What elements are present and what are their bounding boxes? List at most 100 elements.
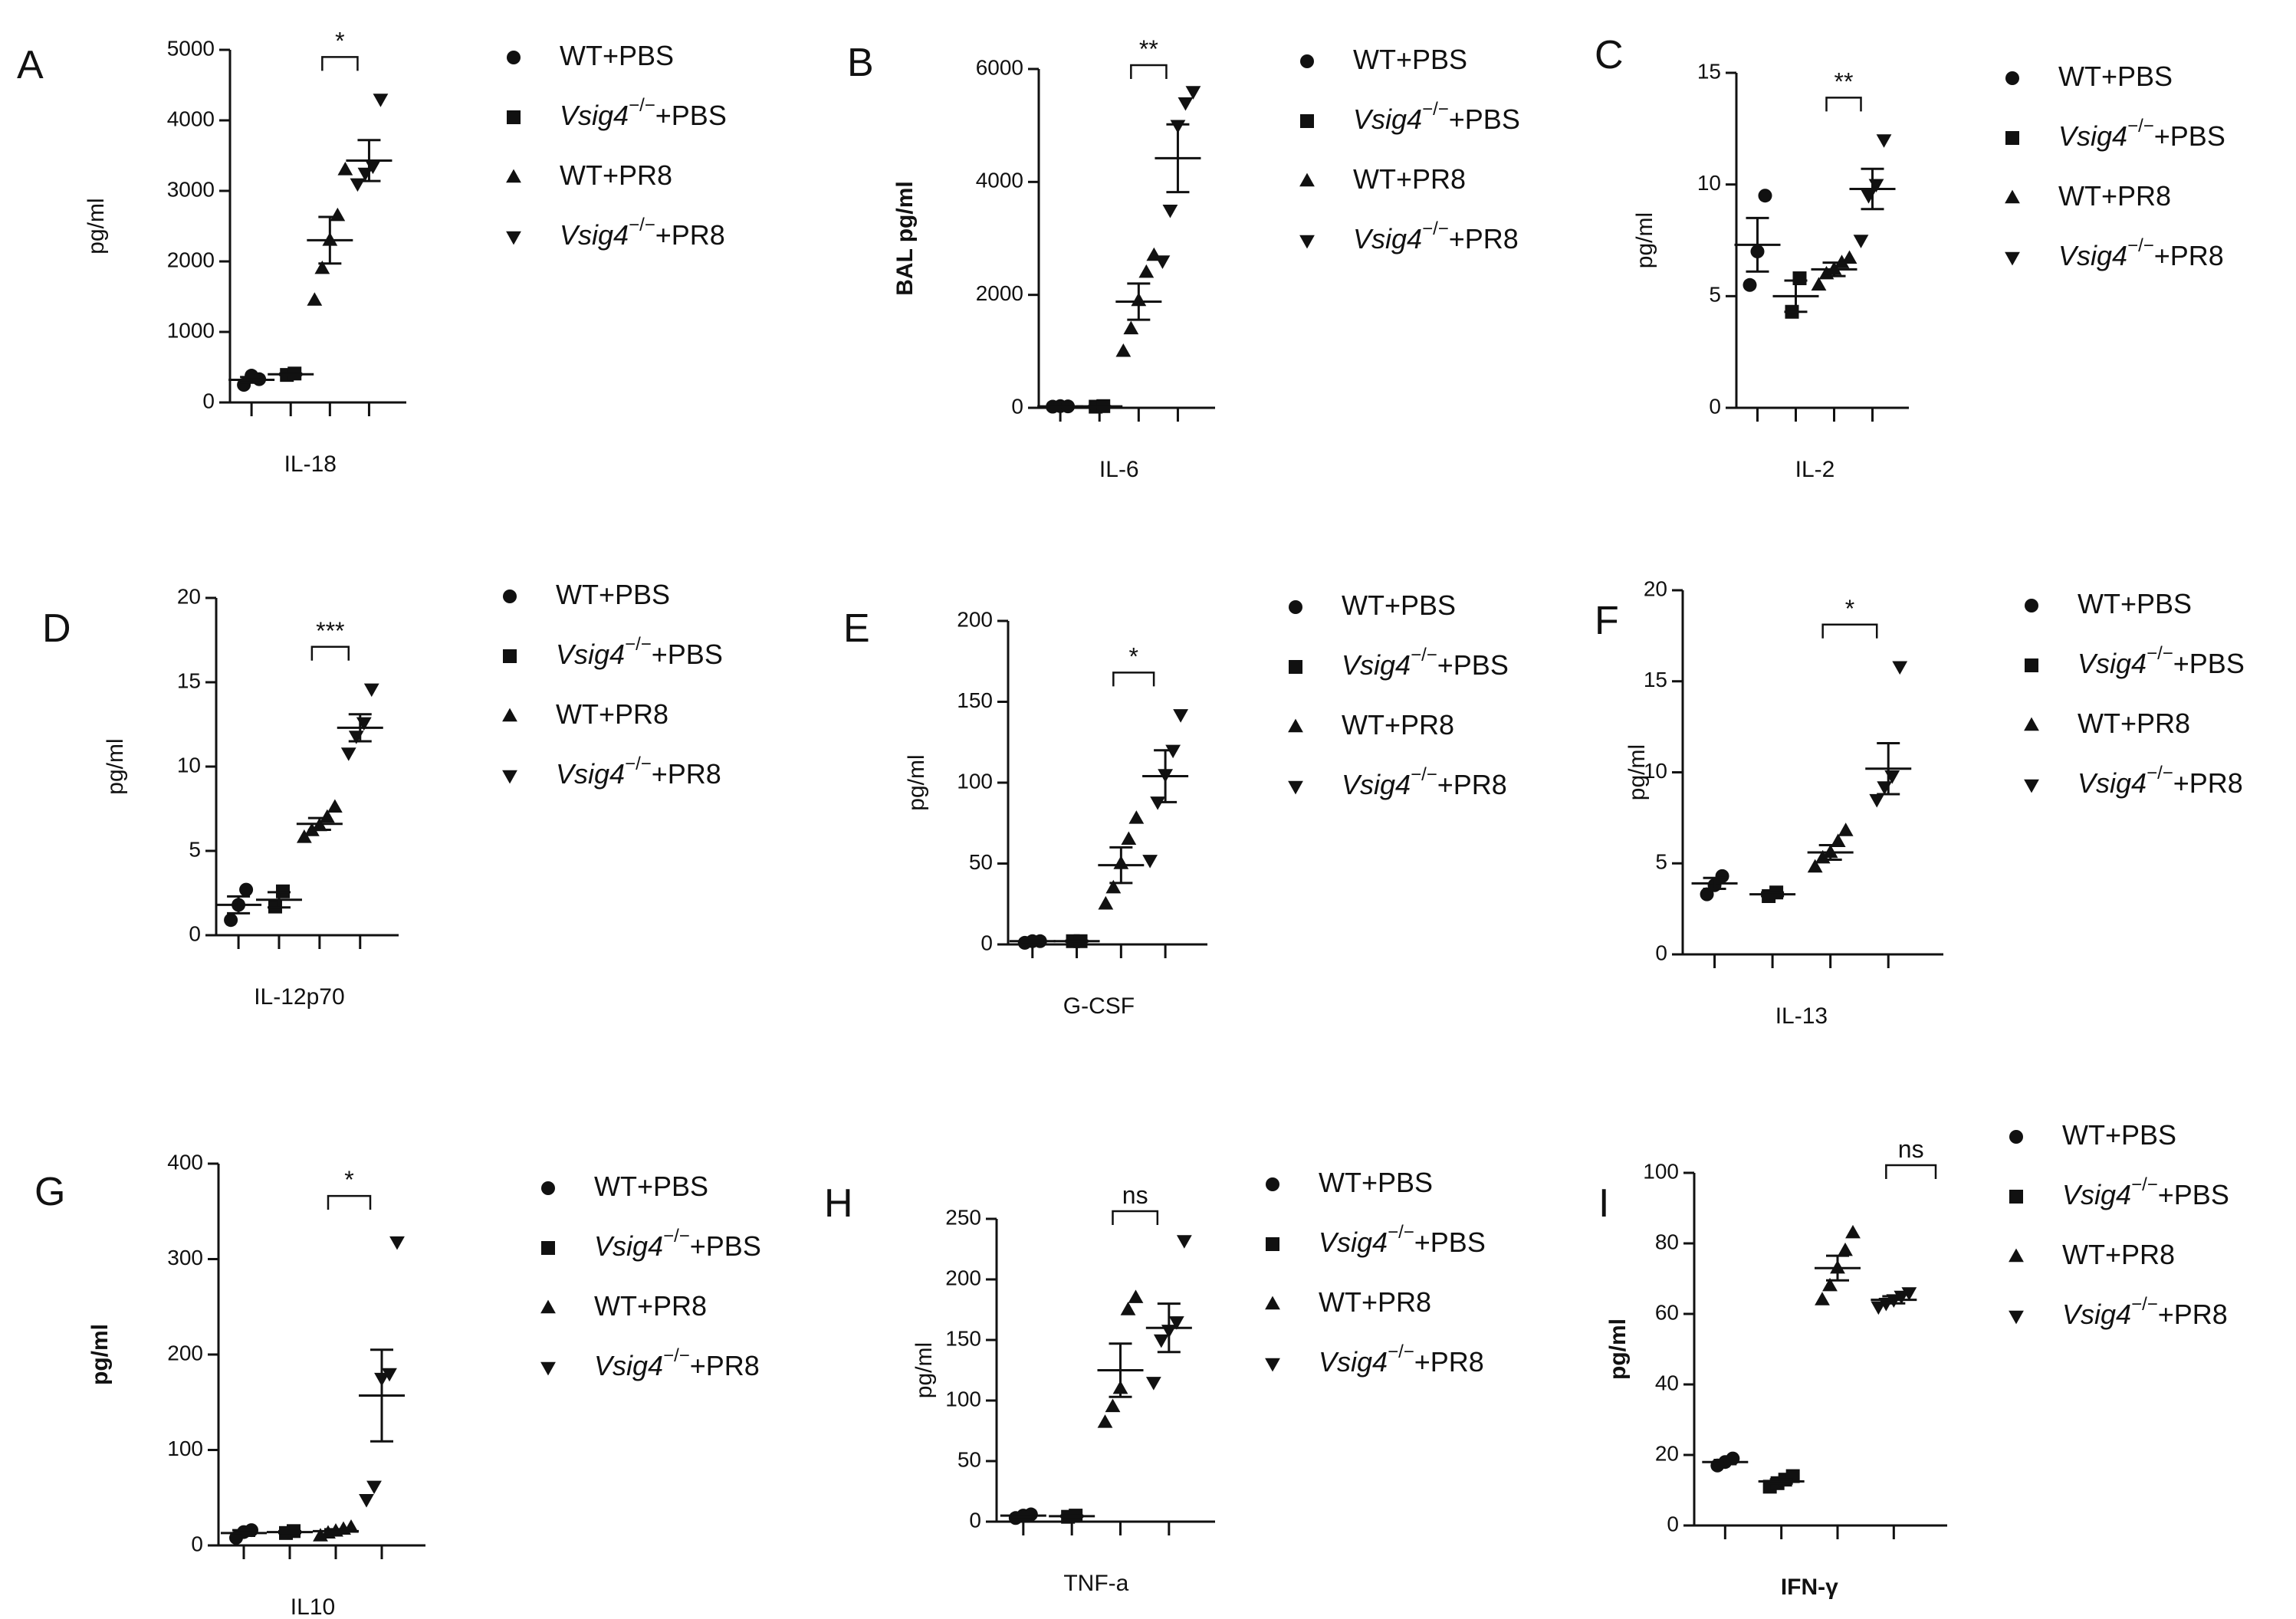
panel-letter: F	[1595, 599, 1619, 643]
legend-entry: WT+PBS	[2078, 588, 2192, 619]
data-point	[1758, 189, 1772, 203]
y-tick-label: 40	[1655, 1371, 1679, 1394]
legend-text-part: +PR8	[2173, 767, 2243, 799]
significance-bracket	[327, 1194, 372, 1210]
legend-text-part: Vsig4	[2078, 648, 2147, 679]
legend-text-part: Vsig4	[594, 1350, 663, 1381]
y-tick-label: 100	[957, 769, 993, 793]
legend-text-part: WT+PBS	[556, 579, 670, 610]
legend-text-part: −/−	[629, 95, 655, 116]
data-point	[1153, 1334, 1169, 1348]
y-tick-label: 0	[189, 921, 201, 945]
legend-marker	[507, 110, 521, 124]
legend-marker	[1299, 235, 1315, 249]
legend-entry: Vsig4−/−+PBS	[2078, 643, 2245, 678]
x-axis-label: IL-2	[1795, 457, 1835, 482]
y-axis-label: pg/ml	[912, 1342, 937, 1398]
legend-text-part: WT+PBS	[1319, 1167, 1433, 1198]
data-point	[343, 1519, 359, 1533]
data-point	[1142, 855, 1158, 869]
y-tick-label: 6000	[976, 55, 1023, 79]
y-tick-label: 60	[1655, 1300, 1679, 1324]
legend-marker	[2024, 717, 2039, 731]
data-point	[1155, 255, 1171, 269]
legend-entry: Vsig4−/−+PBS	[556, 634, 723, 669]
x-axis-label: IL-12p70	[254, 984, 344, 1010]
legend-marker	[2009, 1190, 2023, 1204]
data-point	[1815, 1292, 1830, 1305]
data-point	[1877, 781, 1893, 795]
legend-marker	[1300, 54, 1314, 68]
legend-text-part: −/−	[1411, 645, 1437, 665]
legend-text-part: +PBS	[2158, 1179, 2229, 1210]
x-axis-label: IL-18	[284, 452, 337, 477]
legend-marker	[507, 51, 521, 64]
legend-text-part: WT+PR8	[1319, 1286, 1431, 1318]
legend-entry: WT+PBS	[2062, 1119, 2176, 1151]
legend-marker	[503, 589, 517, 603]
legend-entry: WT+PR8	[2058, 180, 2171, 212]
y-tick-label: 5	[1709, 283, 1721, 307]
legend-text-part: +PBS	[1414, 1227, 1486, 1258]
y-tick-label: 100	[1643, 1159, 1679, 1183]
legend-entry: WT+PBS	[2058, 61, 2173, 92]
legend-text-part: +PBS	[652, 639, 723, 670]
data-point	[1128, 1289, 1144, 1303]
legend-marker	[2025, 658, 2038, 672]
data-point	[1176, 1235, 1192, 1249]
panel-a: A 0 1000 2000 3000 4000 5000 pg/ml IL-18 * WT+PBS V…	[17, 27, 727, 477]
legend-entry: WT+PR8	[1353, 163, 1466, 195]
legend-text-part: Vsig4	[1353, 223, 1422, 255]
y-tick-label: 0	[1709, 394, 1721, 418]
legend-text-part: +PR8	[690, 1350, 760, 1381]
data-point	[382, 1368, 397, 1382]
y-axis-label: pg/ml	[87, 1324, 113, 1385]
data-point	[1121, 831, 1137, 846]
data-point	[1838, 823, 1854, 836]
legend-marker	[1288, 780, 1303, 795]
legend-text-part: Vsig4	[2058, 120, 2127, 152]
legend-entry: WT+PR8	[2062, 1239, 2175, 1270]
x-axis-label: IL10	[291, 1594, 335, 1619]
legend-entry: WT+PR8	[594, 1290, 707, 1322]
legend-text-part: Vsig4	[1319, 1346, 1388, 1378]
x-axis-label: IFN-γ	[1781, 1575, 1838, 1600]
significance-bracket	[1130, 64, 1168, 79]
data-point	[307, 292, 323, 306]
data-point	[239, 882, 254, 897]
legend-marker	[541, 1241, 555, 1255]
data-point	[1120, 1302, 1136, 1315]
legend-text-part: −/−	[2127, 235, 2154, 256]
data-point	[327, 799, 343, 813]
legend-entry: Vsig4−/−+PBS	[1319, 1222, 1486, 1257]
legend-entry: Vsig4−/−+PR8	[1342, 764, 1507, 800]
legend-entry: WT+PBS	[1342, 589, 1456, 621]
data-point	[359, 1494, 374, 1508]
y-axis-label: BAL pg/ml	[892, 181, 918, 295]
y-tick-label: 4000	[976, 169, 1023, 192]
data-point	[389, 1236, 405, 1250]
legend-text-part: WT+PBS	[1353, 44, 1467, 75]
significance-bracket	[1885, 1164, 1937, 1179]
y-axis-label: pg/ml	[1624, 744, 1650, 800]
data-point	[1743, 277, 1757, 292]
y-tick-label: 0	[969, 1508, 981, 1532]
data-point	[337, 162, 353, 176]
legend-text-part: −/−	[663, 1345, 690, 1366]
data-point	[1878, 1298, 1894, 1312]
y-tick-label: 20	[1655, 1441, 1679, 1465]
legend-text-part: −/−	[2127, 116, 2154, 136]
legend-text-part: +PR8	[2154, 240, 2224, 271]
data-point	[1715, 869, 1729, 883]
legend-marker	[506, 169, 521, 183]
legend-entry: Vsig4−/−+PR8	[594, 1345, 760, 1381]
y-tick-label: 300	[167, 1246, 203, 1269]
panel-letter: E	[843, 606, 870, 651]
